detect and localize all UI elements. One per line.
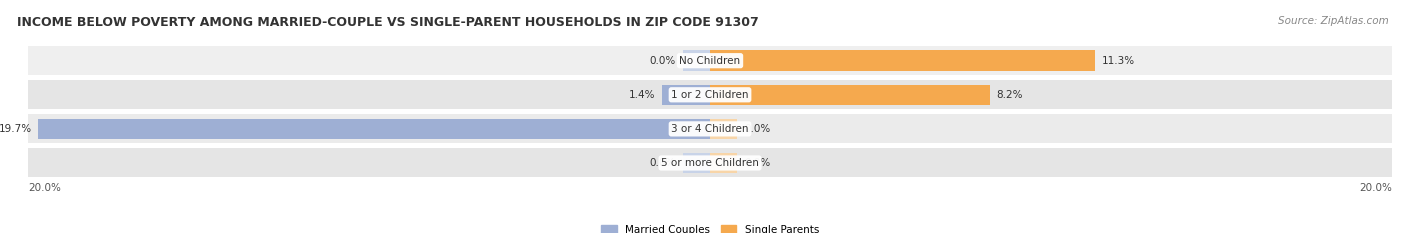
Text: 19.7%: 19.7%: [0, 124, 31, 134]
Text: 0.0%: 0.0%: [744, 158, 770, 168]
Bar: [710, 119, 737, 139]
Text: INCOME BELOW POVERTY AMONG MARRIED-COUPLE VS SINGLE-PARENT HOUSEHOLDS IN ZIP COD: INCOME BELOW POVERTY AMONG MARRIED-COUPL…: [17, 16, 759, 29]
Text: 20.0%: 20.0%: [1360, 183, 1392, 193]
Bar: [28, 80, 1392, 109]
Bar: [28, 46, 1392, 75]
Bar: [38, 119, 710, 139]
Bar: [710, 153, 737, 173]
Bar: [28, 148, 1392, 178]
Text: 3 or 4 Children: 3 or 4 Children: [671, 124, 749, 134]
Bar: [662, 85, 710, 105]
Text: No Children: No Children: [679, 56, 741, 66]
Text: 1.4%: 1.4%: [628, 90, 655, 100]
Bar: [683, 51, 710, 71]
Text: 20.0%: 20.0%: [28, 183, 60, 193]
Text: 0.0%: 0.0%: [650, 56, 676, 66]
Text: 5 or more Children: 5 or more Children: [661, 158, 759, 168]
Text: 8.2%: 8.2%: [997, 90, 1024, 100]
Text: 11.3%: 11.3%: [1102, 56, 1135, 66]
Text: Source: ZipAtlas.com: Source: ZipAtlas.com: [1278, 16, 1389, 26]
Bar: [683, 153, 710, 173]
Text: 0.0%: 0.0%: [744, 124, 770, 134]
Bar: [710, 85, 990, 105]
Bar: [710, 51, 1095, 71]
Bar: [28, 114, 1392, 143]
Text: 1 or 2 Children: 1 or 2 Children: [671, 90, 749, 100]
Legend: Married Couples, Single Parents: Married Couples, Single Parents: [598, 221, 823, 233]
Text: 0.0%: 0.0%: [650, 158, 676, 168]
